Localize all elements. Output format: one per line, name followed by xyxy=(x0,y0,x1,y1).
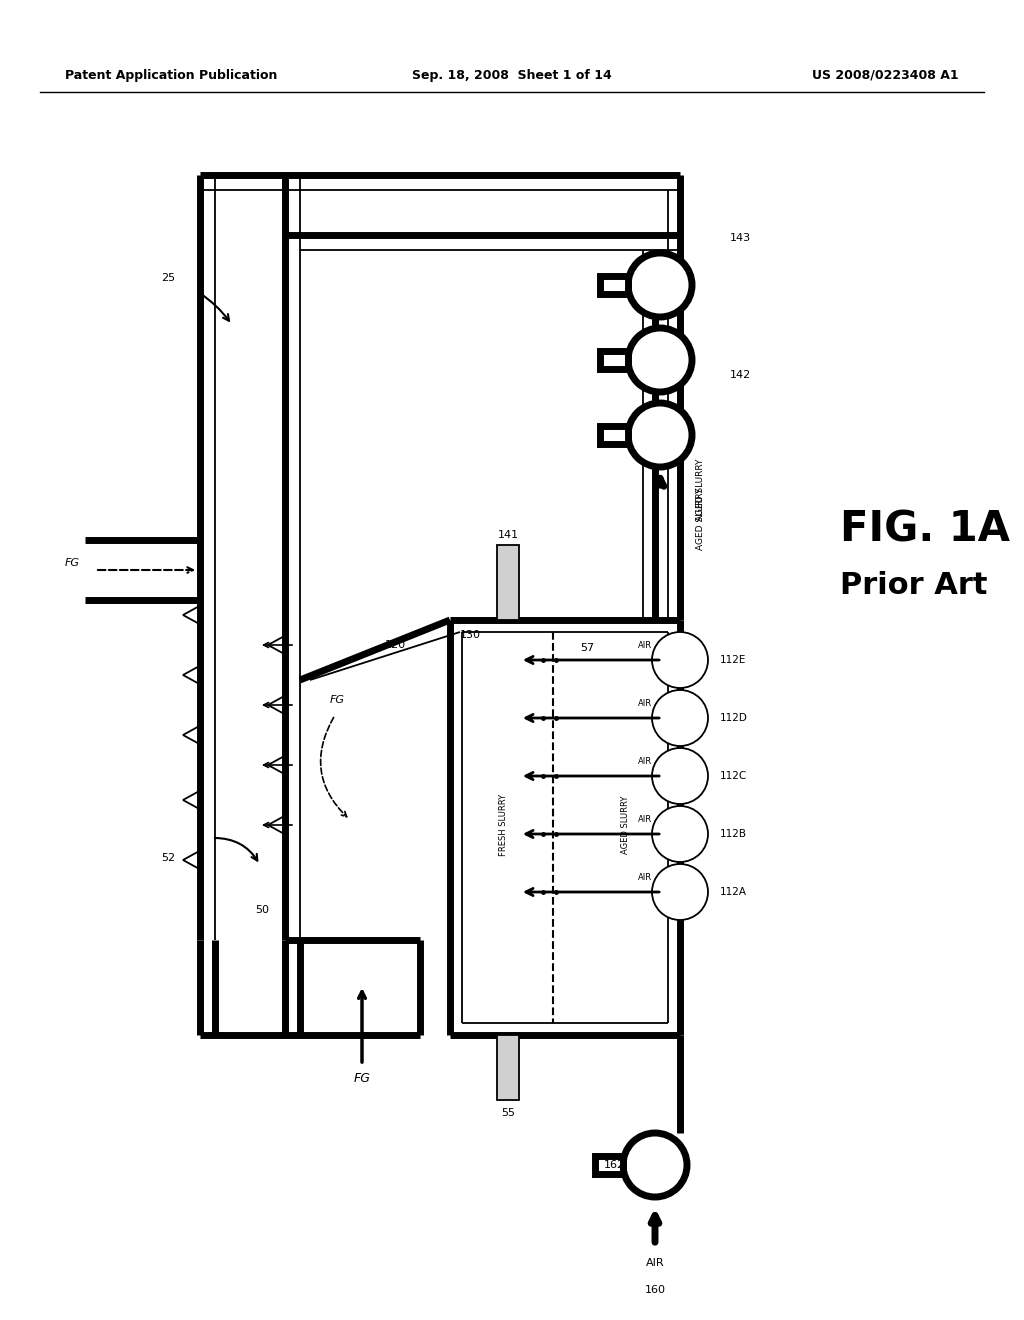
Text: AIR: AIR xyxy=(638,756,652,766)
Circle shape xyxy=(623,1133,687,1197)
Text: AIR: AIR xyxy=(638,642,652,649)
Text: 130: 130 xyxy=(460,630,481,640)
Text: US 2008/0223408 A1: US 2008/0223408 A1 xyxy=(812,69,959,82)
Text: 141: 141 xyxy=(498,531,518,540)
Text: 112C: 112C xyxy=(720,771,748,781)
Circle shape xyxy=(628,403,692,467)
Text: 142: 142 xyxy=(730,370,752,380)
Bar xyxy=(497,1035,519,1100)
Circle shape xyxy=(652,748,708,804)
Text: Patent Application Publication: Patent Application Publication xyxy=(65,69,278,82)
Text: Sep. 18, 2008  Sheet 1 of 14: Sep. 18, 2008 Sheet 1 of 14 xyxy=(412,69,612,82)
Bar xyxy=(600,351,628,370)
Circle shape xyxy=(652,865,708,920)
Text: 50: 50 xyxy=(255,906,269,915)
Circle shape xyxy=(628,253,692,317)
Text: 112D: 112D xyxy=(720,713,748,723)
Bar xyxy=(595,1156,623,1173)
Text: AIR: AIR xyxy=(646,1258,665,1269)
Text: 52: 52 xyxy=(161,853,175,863)
Text: AGED SLURRY: AGED SLURRY xyxy=(696,488,705,550)
Text: 120: 120 xyxy=(385,640,407,649)
Circle shape xyxy=(628,327,692,392)
Text: AIR: AIR xyxy=(638,700,652,708)
Text: 55: 55 xyxy=(501,1107,515,1118)
Text: FG: FG xyxy=(353,1072,371,1085)
Text: 143: 143 xyxy=(730,234,752,243)
Text: AIR: AIR xyxy=(638,873,652,882)
Text: FG: FG xyxy=(65,558,80,568)
Bar xyxy=(600,276,628,294)
Text: 112A: 112A xyxy=(720,887,746,898)
Circle shape xyxy=(652,807,708,862)
Circle shape xyxy=(652,690,708,746)
Bar xyxy=(600,426,628,444)
Text: AGED SLURRY: AGED SLURRY xyxy=(621,796,630,854)
Text: 25: 25 xyxy=(161,273,175,282)
Bar xyxy=(497,545,519,620)
Text: 160: 160 xyxy=(644,1284,666,1295)
Text: FG: FG xyxy=(330,696,345,705)
Text: 162: 162 xyxy=(604,1160,625,1170)
Text: AIR: AIR xyxy=(638,814,652,824)
Text: Prior Art: Prior Art xyxy=(840,570,987,599)
Text: 112B: 112B xyxy=(720,829,746,840)
Text: 112E: 112E xyxy=(720,655,746,665)
Text: 57: 57 xyxy=(580,643,594,653)
Text: FRESH SLURRY: FRESH SLURRY xyxy=(499,793,508,857)
Circle shape xyxy=(652,632,708,688)
Text: AGED SLURRY: AGED SLURRY xyxy=(696,459,705,521)
Text: FIG. 1A: FIG. 1A xyxy=(840,510,1010,550)
